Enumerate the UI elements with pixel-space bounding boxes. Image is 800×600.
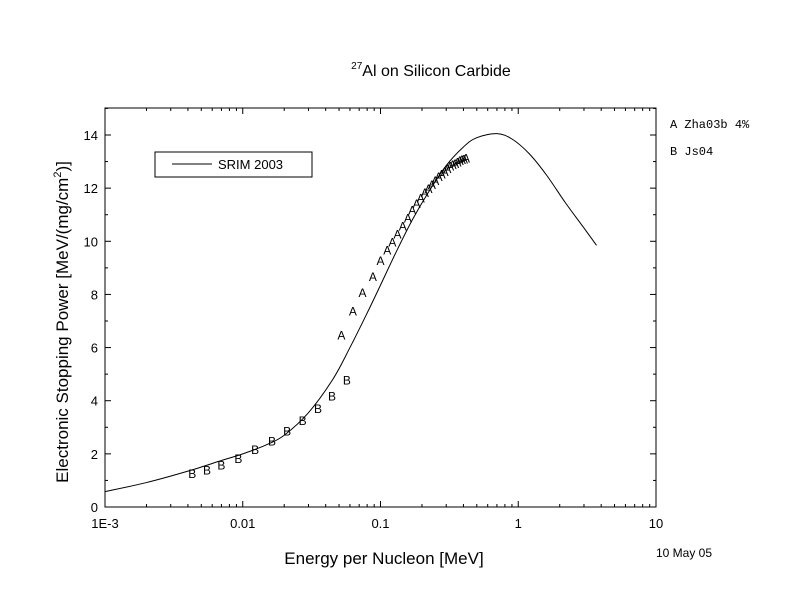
marker-a: A — [383, 243, 391, 257]
marker-a: A — [349, 304, 357, 318]
marker-b: B — [268, 435, 276, 449]
marker-a: A — [462, 152, 470, 166]
x-tick-label: 0.01 — [230, 516, 255, 531]
marker-a: A — [441, 165, 449, 179]
marker-a: A — [438, 168, 446, 182]
plot-legend: SRIM 2003 — [154, 151, 313, 178]
marker-a: A — [431, 174, 439, 188]
marker-a: A — [399, 219, 407, 233]
marker-a: A — [388, 235, 396, 249]
marker-a: A — [453, 156, 461, 170]
chart-title-superscript: 27 — [351, 61, 363, 72]
y-tick-label: 14 — [84, 128, 98, 143]
x-tick-labels: 1E-3 0.01 0.1 1 10 — [91, 516, 663, 531]
marker-a: A — [456, 154, 464, 168]
marker-a: A — [435, 170, 443, 184]
y-tick-label: 0 — [91, 500, 98, 515]
side-legend-symbol-a: A — [670, 118, 678, 132]
srim-2003-curve — [104, 133, 597, 493]
marker-a: A — [413, 197, 421, 211]
y-tick-label: 8 — [91, 287, 98, 302]
marker-a: A — [358, 286, 366, 300]
marker-a: A — [369, 270, 377, 284]
chart-title-text: Al on Silicon Carbide — [362, 63, 511, 80]
marker-a: A — [408, 203, 416, 217]
marker-b: B — [188, 467, 196, 481]
marker-b: B — [283, 424, 291, 438]
marker-a: A — [417, 191, 425, 205]
y-tick-label: 2 — [91, 447, 98, 462]
y-tick-label: 6 — [91, 341, 98, 356]
marker-b: B — [203, 463, 211, 477]
marker-b: B — [314, 402, 322, 416]
marker-a: A — [446, 160, 454, 174]
x-tick-label: 10 — [649, 516, 663, 531]
chart-title: 27Al on Silicon Carbide — [351, 61, 511, 80]
marker-b: B — [234, 452, 242, 466]
y-axis-label-suffix: )] — [53, 161, 72, 171]
marker-a: A — [460, 152, 468, 166]
axis-ticks — [104, 107, 657, 508]
y-tick-label: 10 — [84, 234, 98, 249]
marker-a: A — [458, 153, 466, 167]
marker-a: A — [428, 178, 436, 192]
marker-a: A — [337, 328, 345, 342]
marker-a: A — [404, 211, 412, 225]
marker-a: A — [443, 162, 451, 176]
y-tick-label: 4 — [91, 394, 98, 409]
marker-b: B — [217, 458, 225, 472]
marker-a: A — [394, 227, 402, 241]
marker-b: B — [343, 373, 351, 387]
marker-b: B — [251, 443, 259, 457]
side-legend-text-b: Js04 — [684, 145, 713, 159]
marker-a: A — [421, 186, 429, 200]
y-tick-label: 12 — [84, 181, 98, 196]
marker-a: A — [451, 157, 459, 171]
marker-b: B — [299, 414, 307, 428]
side-legend-entry-b: B Js04 — [670, 145, 713, 159]
legend-entry-srim: SRIM 2003 — [218, 157, 283, 172]
y-tick-labels: 0 2 4 6 8 10 12 14 — [84, 128, 98, 515]
y-axis-label-text: Electronic Stopping Power [MeV/(mg/cm — [53, 178, 72, 483]
x-tick-label: 1E-3 — [91, 516, 118, 531]
marker-a: A — [376, 254, 384, 268]
marker-a: A — [449, 158, 457, 172]
side-legend-text-a: Zha03b 4% — [684, 118, 750, 132]
marker-a: A — [424, 182, 432, 196]
side-legend-symbol-b: B — [670, 145, 677, 159]
x-tick-label: 0.1 — [371, 516, 389, 531]
x-tick-label: 1 — [515, 516, 522, 531]
marker-b: B — [328, 389, 336, 403]
y-axis-label: Electronic Stopping Power [MeV/(mg/cm2)] — [52, 161, 72, 483]
side-legend-entry-a: A Zha03b 4% — [670, 118, 750, 132]
y-axis-label-superscript: 2 — [52, 172, 64, 178]
x-axis-label: Energy per Nucleon [MeV] — [284, 549, 483, 568]
date-stamp: 10 May 05 — [656, 546, 712, 560]
